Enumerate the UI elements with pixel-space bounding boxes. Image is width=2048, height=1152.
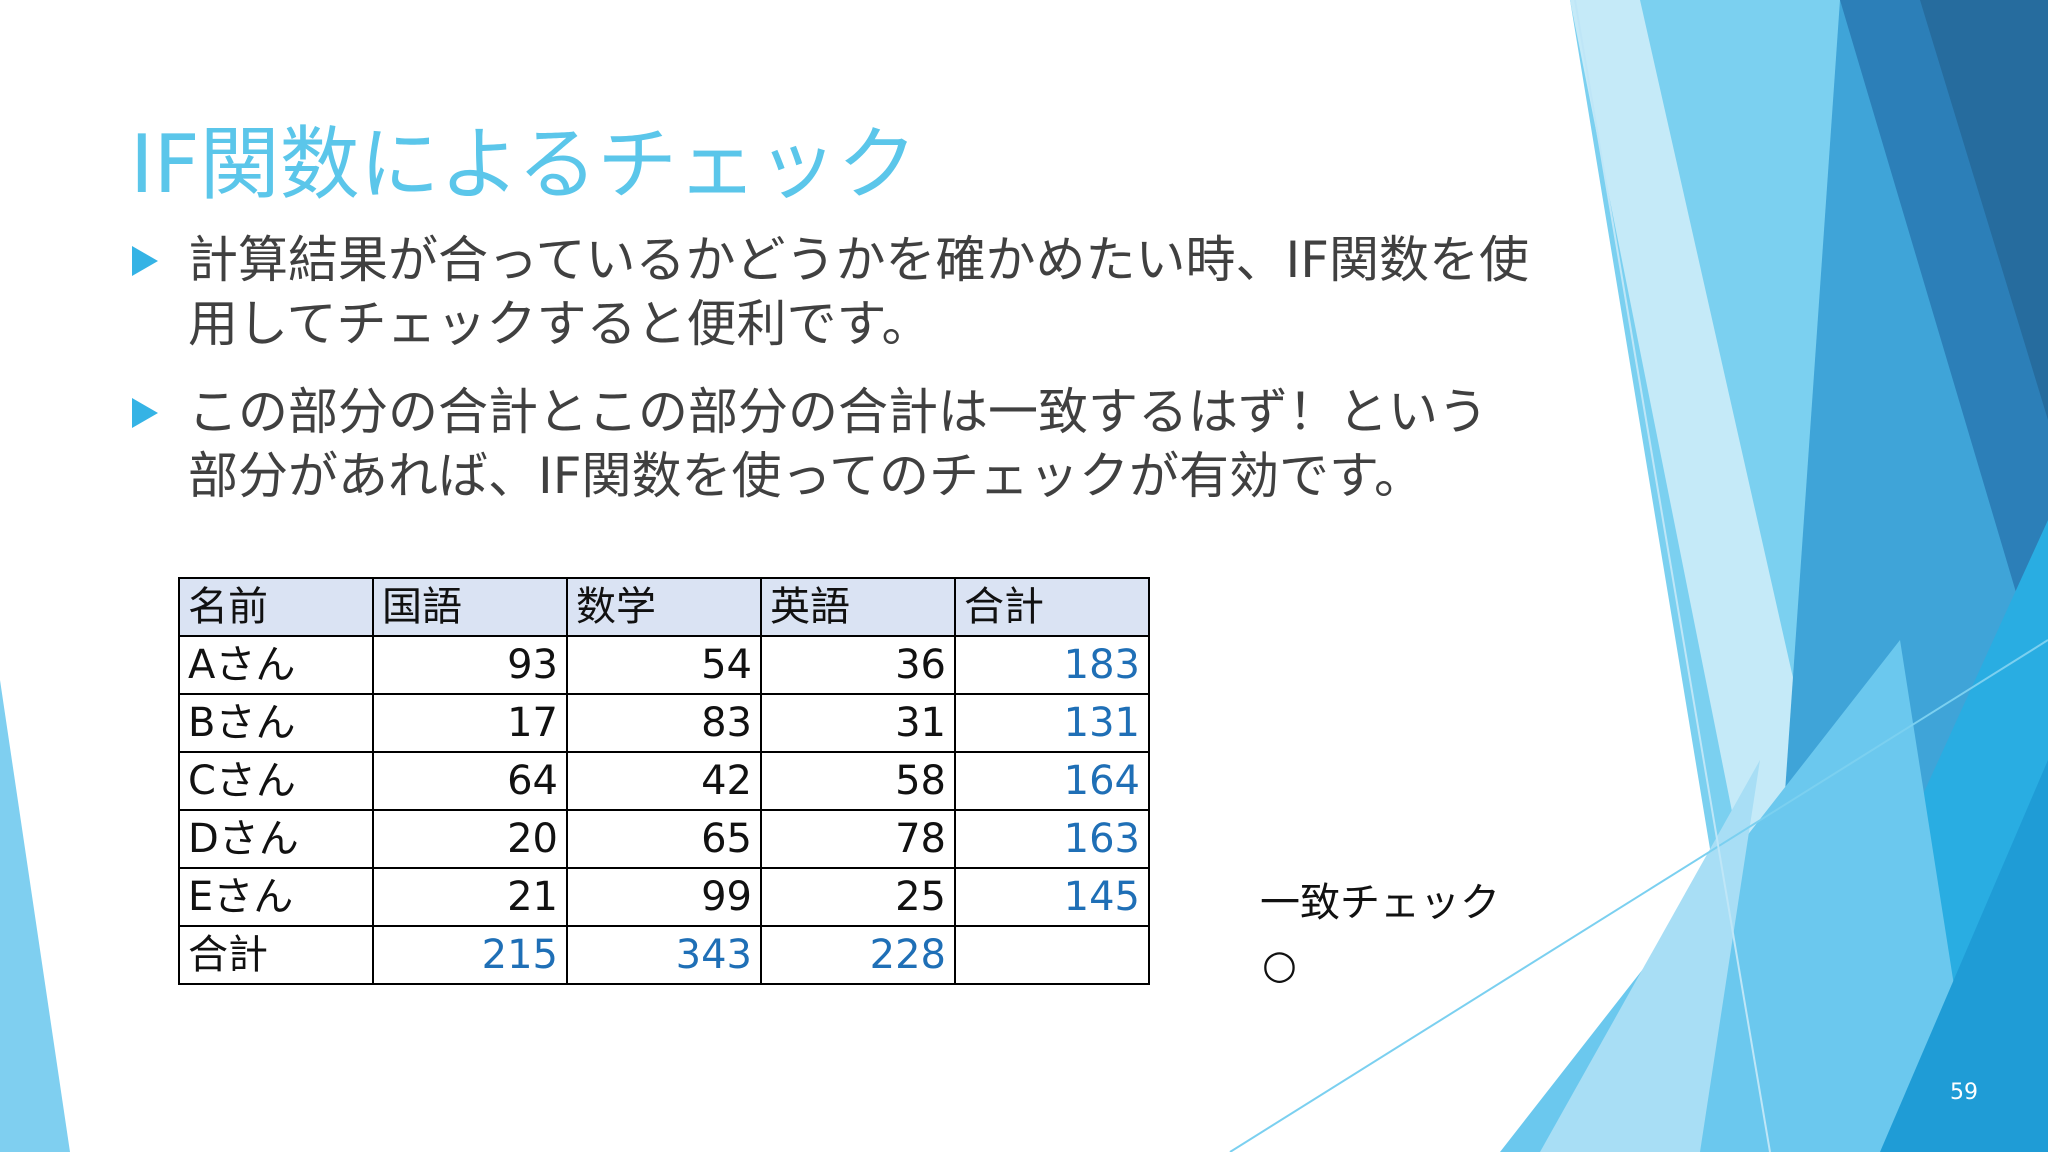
table-row: Aさん 93 54 36 183 — [178, 635, 1150, 695]
cell-math: 99 — [566, 867, 762, 927]
bullet-item: この部分の合計とこの部分の合計は一致するはず！という部分があれば、IF関数を使っ… — [132, 380, 1532, 508]
cell-name: Aさん — [178, 635, 374, 695]
page-number: 59 — [1950, 1080, 1978, 1105]
header-english: 英語 — [760, 577, 956, 637]
cell-column-total: 228 — [760, 925, 956, 985]
header-japanese: 国語 — [372, 577, 568, 637]
header-math: 数学 — [566, 577, 762, 637]
bullet-list: 計算結果が合っているかどうかを確かめたい時、IF関数を使用してチェックすると便利… — [132, 228, 1532, 532]
bullet-text: この部分の合計とこの部分の合計は一致するはず！という部分があれば、IF関数を使っ… — [188, 383, 1488, 505]
score-table: 名前 国語 数学 英語 合計 Aさん 93 54 36 183 Bさん 17 8… — [178, 577, 1150, 985]
cell-row-total: 145 — [954, 867, 1150, 927]
match-check-result: ○ — [1262, 942, 1297, 988]
cell-name: 合計 — [178, 925, 374, 985]
cell-japanese: 20 — [372, 809, 568, 869]
cell-english: 78 — [760, 809, 956, 869]
table-row: Cさん 64 42 58 164 — [178, 751, 1150, 811]
table-row: Dさん 20 65 78 163 — [178, 809, 1150, 869]
cell-english: 31 — [760, 693, 956, 753]
cell-english: 36 — [760, 635, 956, 695]
cell-japanese: 17 — [372, 693, 568, 753]
cell-name: Eさん — [178, 867, 374, 927]
cell-math: 54 — [566, 635, 762, 695]
cell-japanese: 93 — [372, 635, 568, 695]
slide-title: IF関数によるチェック — [130, 118, 918, 211]
table-row: Eさん 21 99 25 145 — [178, 867, 1150, 927]
cell-column-total: 343 — [566, 925, 762, 985]
cell-row-total: 183 — [954, 635, 1150, 695]
table-header-row: 名前 国語 数学 英語 合計 — [178, 577, 1150, 637]
cell-english: 58 — [760, 751, 956, 811]
cell-english: 25 — [760, 867, 956, 927]
cell-math: 42 — [566, 751, 762, 811]
cell-japanese: 64 — [372, 751, 568, 811]
table-total-row: 合計 215 343 228 — [178, 925, 1150, 985]
cell-column-total: 215 — [372, 925, 568, 985]
triangle-bullet-icon — [132, 246, 158, 276]
bullet-item: 計算結果が合っているかどうかを確かめたい時、IF関数を使用してチェックすると便利… — [132, 228, 1532, 356]
cell-row-total: 164 — [954, 751, 1150, 811]
header-name: 名前 — [178, 577, 374, 637]
table-row: Bさん 17 83 31 131 — [178, 693, 1150, 753]
cell-name: Bさん — [178, 693, 374, 753]
cell-name: Dさん — [178, 809, 374, 869]
header-total: 合計 — [954, 577, 1150, 637]
cell-grand-total — [954, 925, 1150, 985]
cell-japanese: 21 — [372, 867, 568, 927]
bullet-text: 計算結果が合っているかどうかを確かめたい時、IF関数を使用してチェックすると便利… — [188, 231, 1530, 353]
cell-name: Cさん — [178, 751, 374, 811]
match-check-label: 一致チェック — [1260, 880, 1500, 926]
triangle-bullet-icon — [132, 398, 158, 428]
cell-row-total: 163 — [954, 809, 1150, 869]
cell-math: 83 — [566, 693, 762, 753]
cell-row-total: 131 — [954, 693, 1150, 753]
cell-math: 65 — [566, 809, 762, 869]
